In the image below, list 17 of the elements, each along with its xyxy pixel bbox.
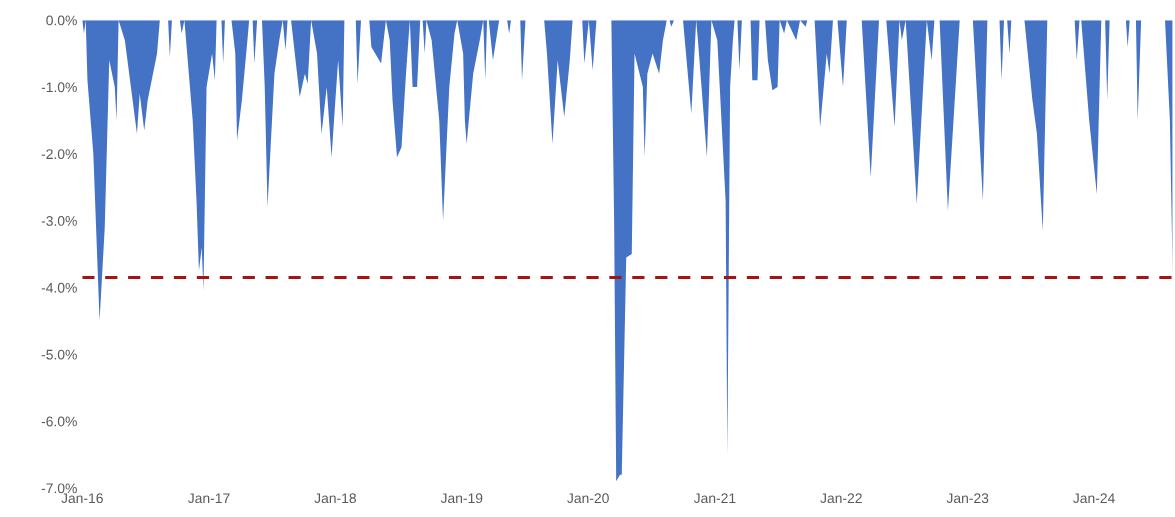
y-tick-label: -4.0%: [41, 282, 77, 293]
x-tick-label: Jan-21: [693, 493, 736, 504]
x-tick-label: Jan-16: [61, 493, 103, 504]
y-tick-label: -5.0%: [41, 349, 77, 360]
x-tick-label: Jan-23: [946, 493, 989, 504]
y-tick-label: -3.0%: [41, 216, 77, 226]
y-tick-label: -1.0%: [41, 82, 77, 93]
x-tick-label: Jan-18: [314, 493, 356, 504]
x-tick-label: Jan-20: [567, 493, 609, 504]
y-tick-label: -6.0%: [41, 416, 77, 427]
y-tick-label: -7.0%: [41, 483, 77, 494]
x-tick-label: Jan-19: [440, 493, 483, 504]
y-tick-label: 0.0%: [46, 15, 77, 26]
x-tick-label: Jan-24: [1073, 493, 1115, 504]
x-tick-label: Jan-17: [187, 493, 230, 504]
x-tick-label: Jan-22: [820, 493, 862, 504]
y-tick-label: -2.0%: [41, 149, 77, 160]
